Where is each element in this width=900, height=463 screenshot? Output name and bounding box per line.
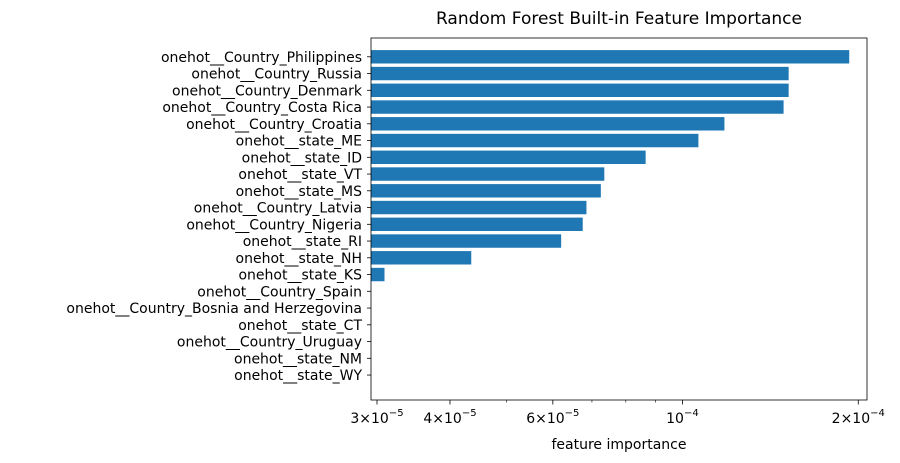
category-label: onehot__state_VT bbox=[238, 167, 362, 183]
x-tick-label: 4×10−5 bbox=[423, 408, 476, 427]
category-label: onehot__Country_Russia bbox=[191, 67, 362, 83]
bar bbox=[371, 50, 850, 64]
bar bbox=[371, 167, 605, 181]
category-label: onehot__Country_Nigeria bbox=[186, 217, 362, 233]
category-label: onehot__state_NH bbox=[236, 251, 362, 267]
category-label: onehot__Country_Croatia bbox=[186, 117, 362, 133]
bar bbox=[371, 267, 385, 282]
category-label: onehot__Country_Spain bbox=[197, 284, 362, 300]
bar bbox=[371, 150, 646, 164]
x-tick-label: 2×10−4 bbox=[832, 408, 885, 427]
category-label: onehot__state_CT bbox=[238, 318, 362, 334]
category-label: onehot__state_RI bbox=[243, 234, 362, 250]
category-label: onehot__state_ME bbox=[236, 134, 362, 150]
category-label: onehot__state_NM bbox=[234, 351, 362, 367]
category-label: onehot__state_MS bbox=[236, 184, 363, 200]
bars-group bbox=[371, 50, 850, 282]
bar bbox=[371, 234, 562, 248]
x-tick-label: 10−4 bbox=[666, 408, 699, 427]
category-label: onehot__state_ID bbox=[242, 150, 362, 166]
bar bbox=[371, 184, 601, 198]
category-label: onehot__Country_Philippines bbox=[161, 50, 362, 66]
bar bbox=[371, 66, 789, 81]
x-tick-label: 6×10−5 bbox=[526, 408, 579, 427]
x-axis-label: feature importance bbox=[552, 437, 687, 453]
bar bbox=[371, 100, 784, 114]
bar bbox=[371, 133, 699, 148]
bar bbox=[371, 251, 472, 265]
category-label: onehot__state_WY bbox=[234, 368, 362, 384]
category-label: onehot__Country_Denmark bbox=[172, 83, 363, 99]
x-tick-label: 3×10−5 bbox=[350, 408, 403, 427]
category-label: onehot__Country_Uruguay bbox=[177, 335, 362, 351]
x-axis-ticks: 3×10−5 4×10−5 6×10−5 10−4 2×10−4 bbox=[350, 400, 885, 427]
category-label: onehot__Country_Costa Rica bbox=[162, 100, 362, 116]
category-labels: onehot__Country_Philippinesonehot__Count… bbox=[66, 50, 371, 384]
bar bbox=[371, 117, 725, 131]
bar bbox=[371, 83, 789, 97]
bar bbox=[371, 200, 587, 215]
plot-frame bbox=[370, 37, 868, 401]
bar bbox=[371, 217, 583, 231]
category-label: onehot__Country_Latvia bbox=[194, 201, 362, 217]
chart-title: Random Forest Built-in Feature Importanc… bbox=[436, 9, 802, 29]
category-label: onehot__state_KS bbox=[238, 268, 362, 284]
category-label: onehot__Country_Bosnia and Herzegovina bbox=[66, 301, 362, 317]
